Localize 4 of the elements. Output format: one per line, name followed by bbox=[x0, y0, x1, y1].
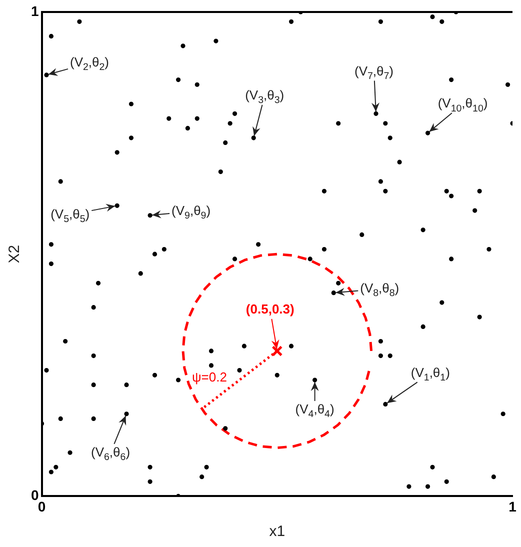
annotation: (0.5,0.3) bbox=[246, 302, 294, 317]
annotation: ψ=0.2 bbox=[192, 370, 227, 385]
y-axis-title: X2 bbox=[6, 244, 24, 264]
x-axis-title: x1 bbox=[269, 523, 286, 540]
